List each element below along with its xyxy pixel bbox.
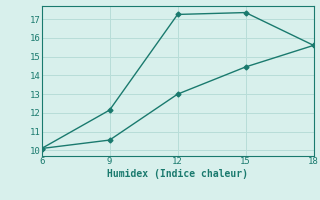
X-axis label: Humidex (Indice chaleur): Humidex (Indice chaleur)	[107, 169, 248, 179]
